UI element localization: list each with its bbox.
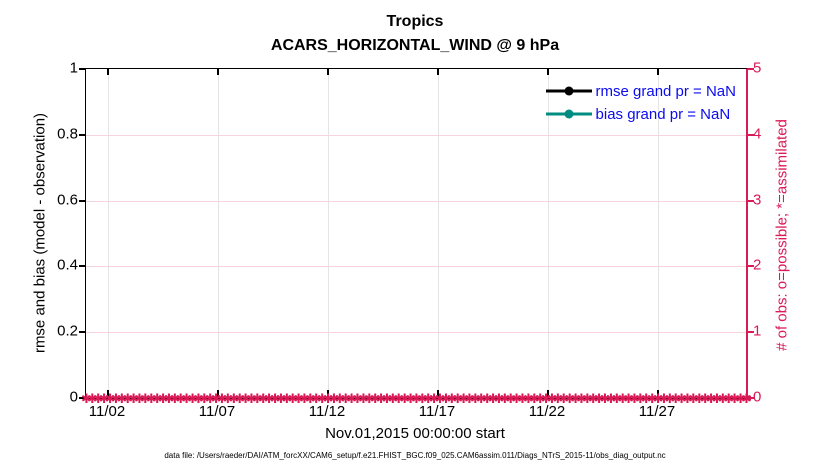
top-axis-tick — [217, 69, 219, 75]
x-axis-tick — [107, 390, 109, 398]
x-axis-tick — [327, 390, 329, 398]
right-axis-tick — [748, 331, 754, 333]
vertical-gridline — [218, 69, 219, 398]
left-axis-tick — [79, 265, 85, 267]
legend-line-sample-bias — [545, 104, 592, 124]
left-y-axis-label: rmse and bias (model - observation) — [31, 112, 49, 354]
left-ytick-label: 0.2 — [57, 322, 78, 340]
legend: rmse grand pr = NaN bias grand pr = NaN — [545, 81, 736, 124]
top-axis-tick — [657, 69, 659, 75]
x-tick-label: 11/07 — [198, 403, 236, 420]
right-y-axis-label: # of obs: o=possible; *=assimilated — [773, 119, 791, 351]
right-ytick-label: 5 — [753, 59, 762, 77]
plot-area: rmse grand pr = NaN bias grand pr = NaN … — [79, 68, 754, 407]
vertical-gridline — [658, 69, 659, 398]
x-tick-label: 11/02 — [88, 403, 126, 420]
x-tick-label: 11/12 — [308, 403, 346, 420]
left-ytick-label: 0 — [69, 388, 78, 406]
plot-title-region-line1: Tropics — [386, 13, 444, 30]
top-axis-tick — [107, 69, 109, 75]
x-axis-tick — [547, 390, 549, 398]
right-axis-tick — [748, 68, 754, 70]
right-ytick-label: 1 — [753, 322, 762, 340]
bias-circle-marker-icon — [564, 109, 574, 119]
x-tick-label: 11/22 — [528, 403, 566, 420]
right-axis-tick — [748, 134, 754, 136]
left-axis-tick — [79, 68, 85, 70]
vertical-gridline — [108, 69, 109, 398]
data-file-caption: data file: /Users/raeder/DAI/ATM_forcXX/… — [164, 451, 666, 460]
legend-label-rmse: rmse grand pr = NaN — [595, 82, 736, 100]
x-axis-tick — [437, 390, 439, 398]
vertical-gridline — [548, 69, 549, 398]
top-axis-tick — [547, 69, 549, 75]
right-ytick-label: 4 — [753, 125, 762, 143]
right-axis-tick — [748, 397, 754, 399]
right-ytick-label: 3 — [753, 191, 762, 209]
vertical-gridline — [438, 69, 439, 398]
left-axis-tick — [79, 397, 85, 399]
horizontal-gridline — [86, 201, 746, 202]
plot-title-variable: ACARS_HORIZONTAL_WIND @ 9 hPa — [270, 37, 560, 54]
x-axis-tick — [217, 390, 219, 398]
right-ytick-label: 2 — [753, 256, 762, 274]
right-axis-tick — [748, 265, 754, 267]
right-ytick-label: 0 — [753, 388, 762, 406]
left-axis-tick — [79, 134, 85, 136]
horizontal-gridline — [86, 135, 746, 136]
horizontal-gridline — [86, 266, 746, 267]
legend-entry-bias: bias grand pr = NaN — [545, 104, 731, 124]
x-axis-tick — [657, 390, 659, 398]
vertical-gridline — [328, 69, 329, 398]
x-tick-label: 11/17 — [418, 403, 456, 420]
x-tick-label: 11/27 — [638, 403, 676, 420]
left-ytick-label: 0.6 — [57, 191, 78, 209]
legend-line-sample-rmse — [545, 81, 592, 101]
top-axis-tick — [437, 69, 439, 75]
left-ytick-label: 0.8 — [57, 125, 78, 143]
x-axis-label: Nov.01,2015 00:00:00 start — [325, 425, 505, 442]
plot-title-block: Tropics ACARS_HORIZONTAL_WIND @ 9 hPa — [85, 10, 745, 58]
left-axis-tick — [79, 331, 85, 333]
rmse-circle-marker-icon — [564, 86, 574, 96]
right-axis-tick — [748, 200, 754, 202]
legend-label-bias: bias grand pr = NaN — [595, 105, 731, 123]
top-axis-tick — [327, 69, 329, 75]
horizontal-gridline — [86, 332, 746, 333]
left-ytick-label: 1 — [69, 59, 78, 77]
legend-entry-rmse: rmse grand pr = NaN — [545, 81, 736, 101]
left-ytick-label: 0.4 — [57, 256, 78, 274]
left-axis-tick — [79, 200, 85, 202]
